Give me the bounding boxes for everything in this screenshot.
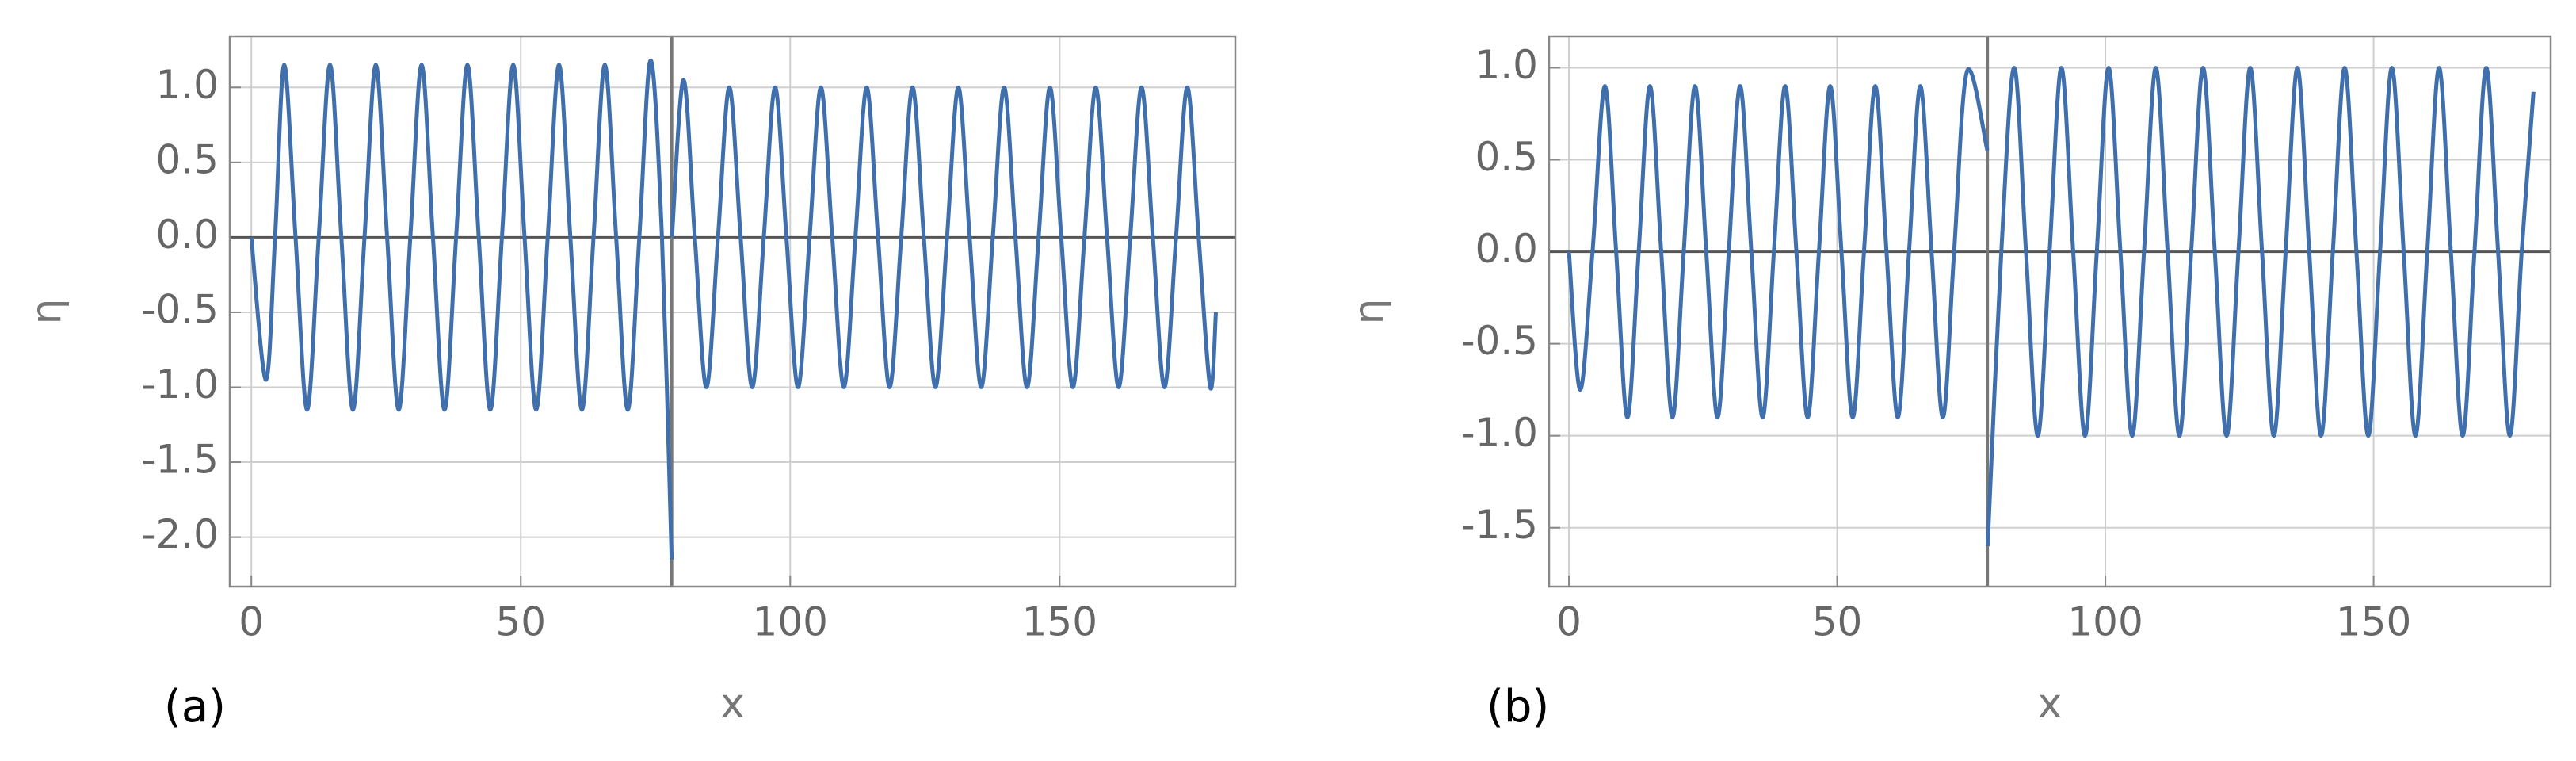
plot-frame [1548,35,2552,588]
panel-label: (a) [164,681,226,732]
y-tick-label: -1.0 [1460,410,1538,456]
x-tick-label: 0 [1556,599,1582,645]
y-tick-label: -0.5 [1460,318,1538,364]
y-axis-label: η [1345,299,1393,325]
y-tick-label: 0.5 [155,136,219,182]
x-tick-label: 100 [753,599,828,645]
y-tick-label: 0.5 [1475,134,1538,180]
y-axis-label: η [23,299,71,325]
data-line [1567,65,2536,547]
x-tick-label: 100 [2067,599,2143,645]
panel-label: (b) [1486,681,1549,732]
x-tick-label: 150 [1022,599,1097,645]
y-tick-label: -2.0 [141,511,219,557]
x-axis-label: x [2038,680,2063,728]
x-tick-label: 50 [495,599,546,645]
y-tick-label: 0.0 [155,212,219,258]
x-tick-label: 0 [239,599,264,645]
panel: 0 50 100 150 1.0 0.5 0.0 -0.5 -1.0 -1.5 -2.0 x η (a) [23,35,1237,732]
y-tick-label: 1.0 [155,62,219,108]
x-axis-label: x [720,680,745,728]
y-tick-label: 1.0 [1475,42,1538,88]
y-tick-label: -0.5 [141,286,219,332]
data-line [249,58,1219,560]
plot-frame [228,35,1237,588]
y-tick-label: -1.5 [141,437,219,483]
plot-area [1549,36,2551,587]
y-tick-label: -1.5 [1460,502,1538,548]
y-tick-label: 0.0 [1475,226,1538,272]
x-tick-label: 50 [1812,599,1863,645]
y-tick-label: -1.0 [141,361,219,407]
panel: 0 50 100 150 1.0 0.5 0.0 -0.5 -1.0 -1.5 x η (b) [1345,35,2552,732]
x-tick-label: 150 [2336,599,2411,645]
